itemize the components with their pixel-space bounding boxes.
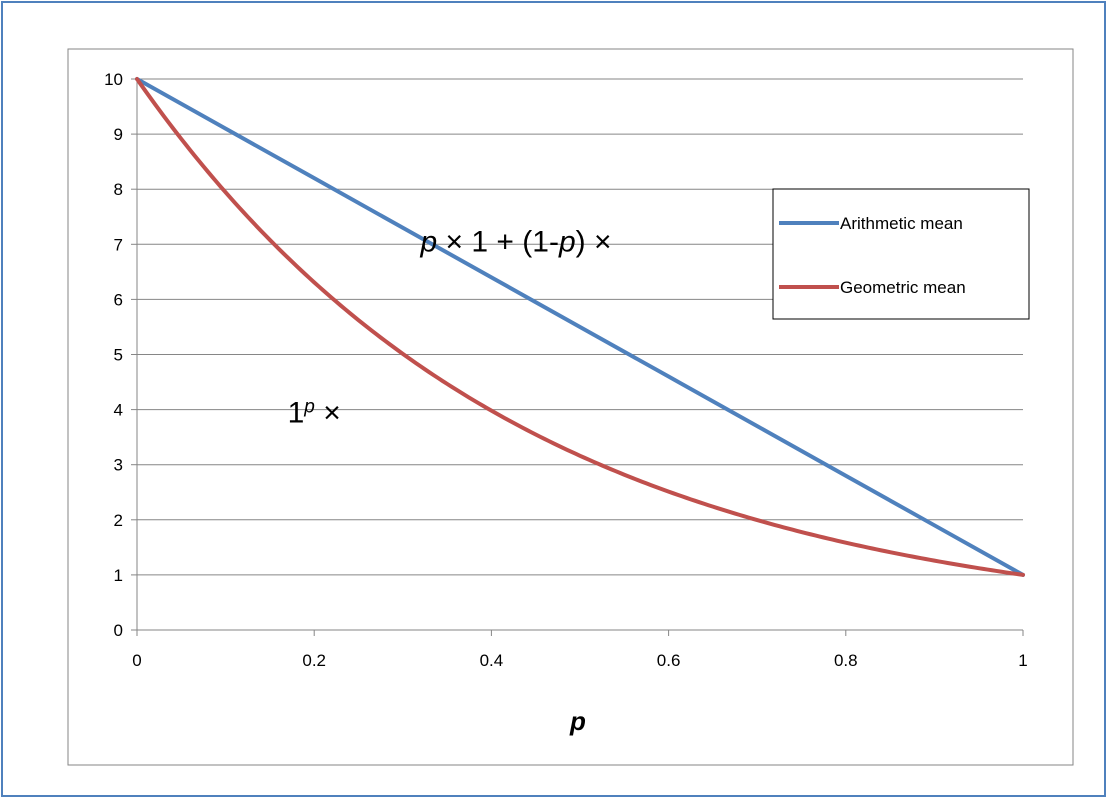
x-tick-label: 0.4 [480,651,504,670]
annotation-part: ) × [576,226,612,259]
legend-box [772,188,1030,320]
x-tick-label: 1 [1018,651,1027,670]
legend: Arithmetic mean Geometric mean [772,188,1030,320]
annotation-layer: p × 1 + (1-p) ×1p × [288,226,612,430]
y-tick-label: 0 [114,621,123,640]
series-layer [135,77,1025,577]
annotation-part: × 1 + (1- [437,226,559,259]
y-tick-label: 1 [114,566,123,585]
annotation-part: p [303,396,315,417]
y-tick-label: 7 [114,235,123,254]
legend-label: Geometric mean [840,278,966,297]
legend-label: Arithmetic mean [840,214,963,233]
annotation-part: p [420,226,438,259]
y-tick-label: 4 [114,401,123,420]
chart-area-border [67,48,1074,766]
y-tick-label: 9 [114,125,123,144]
y-tick-label: 3 [114,456,123,475]
series-line-arithmetic-mean [135,77,1025,577]
x-tick-label: 0 [132,651,141,670]
axis-layer: 0 1 2 3 4 5 6 7 8 9 10 0 0.2 0.4 0.6 0.8 1 [104,70,1028,670]
annotation-part: × [315,396,341,429]
annotation-1: p × 1 + (1-p) × [420,226,612,259]
annotation-part: 1 [288,396,305,429]
annotation-2: 1p × [288,396,341,430]
x-tick-label: 0.2 [302,651,326,670]
x-axis-title: p [569,706,586,736]
y-tick-label: 10 [104,70,123,89]
y-tick-label: 2 [114,511,123,530]
y-tick-label: 8 [114,180,123,199]
x-tick-label: 0.8 [834,651,858,670]
y-tick-label: 6 [114,290,123,309]
annotation-part: p [558,226,576,259]
series-line-geometric-mean [135,77,1025,577]
x-tick-label: 0.6 [657,651,681,670]
y-tick-label: 5 [114,346,123,365]
